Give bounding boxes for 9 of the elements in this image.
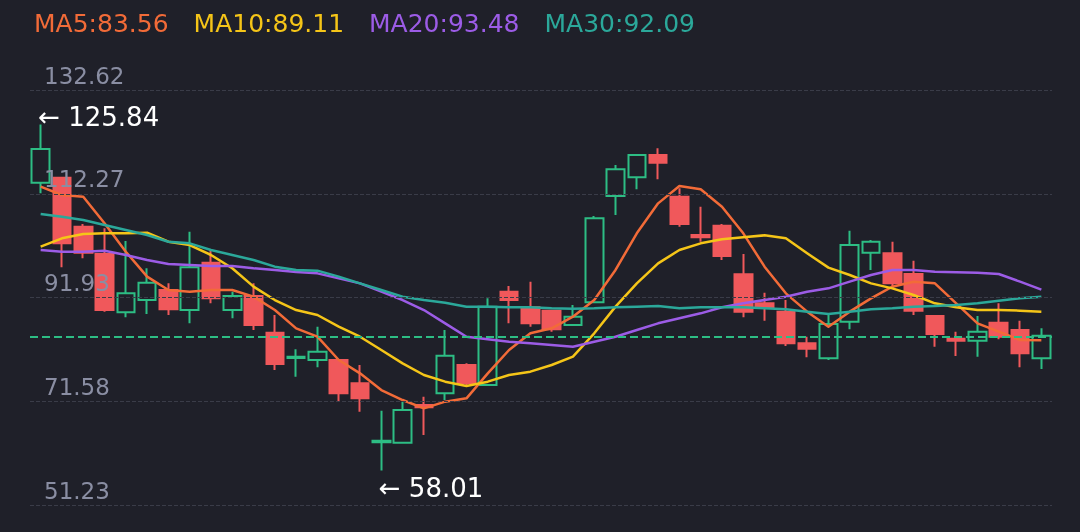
y-tick-label: 51.23: [44, 477, 110, 504]
text: MA10:89.11: [193, 9, 345, 38]
text: MA5:83.56: [34, 9, 169, 38]
annotation: ← 58.01: [378, 473, 484, 504]
annotation: ← 125.84: [38, 101, 160, 132]
y-tick-label: 132.62: [44, 62, 125, 89]
text: MA30:92.09: [544, 9, 696, 38]
text: MA20:93.48: [369, 9, 520, 38]
y-tick-label: 71.58: [44, 373, 110, 400]
